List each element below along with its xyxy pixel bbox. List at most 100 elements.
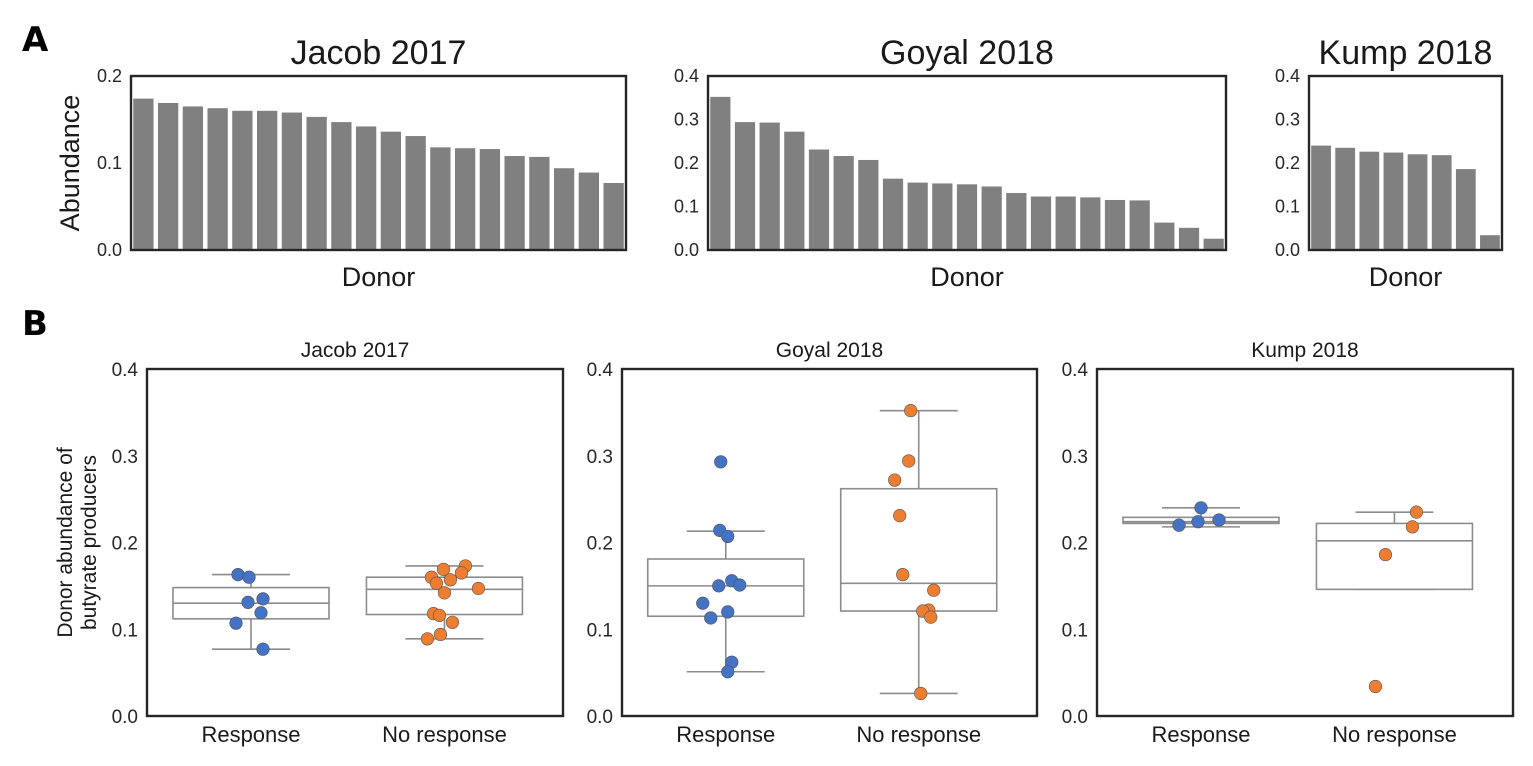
plot-frame (706, 74, 1228, 252)
panel-label-a: A (22, 20, 49, 60)
x-category-label: Response (201, 722, 300, 747)
data-point (721, 605, 735, 619)
bar (1359, 151, 1380, 250)
y-tick-label: 0.0 (674, 240, 699, 260)
chart-a1: Jacob 2017 0.0 0.1 0.2 Donor Abundance (55, 34, 628, 292)
bar (578, 172, 600, 250)
plot-frame (129, 74, 628, 252)
data-point (1368, 679, 1383, 694)
data-point (241, 595, 255, 609)
chart-title: Kump 2018 (1251, 339, 1358, 362)
bar (1311, 145, 1331, 250)
bar (380, 131, 402, 250)
data-point (896, 567, 910, 582)
y-axis-label-line: Donor abundance of (54, 447, 77, 637)
bar (956, 184, 978, 250)
bar (405, 136, 426, 250)
bar (1178, 227, 1200, 250)
chart-a2: Goyal 2018 0.0 0.1 0.2 0.3 0.4 Donor (674, 34, 1228, 292)
y-tick-label: 0.2 (112, 534, 138, 555)
box (1315, 522, 1474, 591)
y-tick-label: 0.2 (1062, 534, 1088, 555)
data-point (1212, 513, 1226, 527)
bar (1335, 147, 1356, 250)
bar (1030, 196, 1052, 250)
y-axis-label: Donor abundance of butyrate producers (54, 447, 101, 637)
y-tick-label: 0.4 (1062, 360, 1089, 381)
bar (504, 156, 525, 250)
no-response-group (839, 404, 998, 701)
plot-frame (1095, 367, 1515, 718)
bar (603, 183, 624, 250)
y-tick-label: 0.3 (112, 447, 138, 468)
bar (306, 116, 327, 250)
data-point (1405, 520, 1420, 534)
x-axis-label: Donor (1369, 262, 1443, 292)
y-tick-label: 0.4 (112, 360, 139, 381)
y-tick-label: 0.2 (674, 153, 699, 173)
y-tick-label: 0.0 (1062, 707, 1088, 728)
y-tick-label: 0.2 (97, 66, 122, 86)
data-point (704, 611, 718, 625)
bar (355, 126, 377, 250)
data-point (1409, 505, 1424, 519)
bar (1431, 155, 1452, 250)
data-point (420, 632, 435, 646)
bar (331, 122, 352, 250)
no-response-group (1315, 505, 1474, 694)
y-tick-label: 0.1 (1062, 620, 1088, 641)
plot-frame (620, 367, 1039, 718)
data-point (1191, 515, 1205, 529)
data-point (454, 566, 469, 580)
data-point (888, 473, 902, 487)
bar (1383, 152, 1404, 250)
bar (932, 183, 953, 250)
bar (1154, 222, 1175, 250)
data-point (904, 404, 918, 418)
y-tick-label: 0.1 (112, 620, 138, 641)
y-tick-label: 0.0 (587, 707, 613, 728)
bar (1006, 193, 1027, 250)
y-tick-label: 0.0 (1275, 240, 1300, 260)
data-point (256, 642, 270, 656)
x-category-label: No response (1332, 722, 1457, 747)
y-tick-label: 0.3 (674, 110, 699, 130)
data-point (927, 583, 941, 597)
bar (281, 112, 303, 250)
data-point (229, 616, 243, 630)
bar (1407, 154, 1428, 250)
data-point (432, 608, 447, 622)
data-point (721, 665, 735, 679)
bar (759, 122, 780, 250)
bar (430, 147, 451, 250)
data-point (696, 596, 710, 610)
x-category-label: No response (382, 722, 507, 747)
data-point (721, 529, 735, 544)
y-tick-label: 0.0 (112, 707, 138, 728)
chart-b1: Jacob 2017 0.0 0.1 0.2 0.3 0.4 Response No resp… (54, 339, 565, 747)
bar (1480, 235, 1500, 250)
data-point (436, 562, 451, 576)
data-point (733, 578, 747, 592)
x-category-label: No response (856, 722, 981, 747)
bar (1129, 200, 1150, 250)
data-point (914, 686, 928, 701)
plot-frame (1307, 74, 1504, 252)
bar (882, 178, 904, 250)
bar (907, 182, 928, 250)
response-group (172, 567, 330, 656)
box (839, 487, 998, 612)
bar (157, 102, 179, 250)
bar (808, 149, 830, 250)
chart-title: Goyal 2018 (776, 339, 883, 362)
data-point (242, 570, 256, 584)
data-point (256, 592, 270, 606)
x-category-label: Response (676, 722, 775, 747)
data-point (437, 586, 452, 600)
y-axis-label: Abundance (55, 95, 85, 232)
bar (207, 108, 228, 250)
chart-b3: Kump 2018 0.0 0.1 0.2 0.3 0.4 Response No respo… (1062, 339, 1515, 747)
data-point (254, 606, 268, 620)
plot-frame (145, 367, 565, 718)
